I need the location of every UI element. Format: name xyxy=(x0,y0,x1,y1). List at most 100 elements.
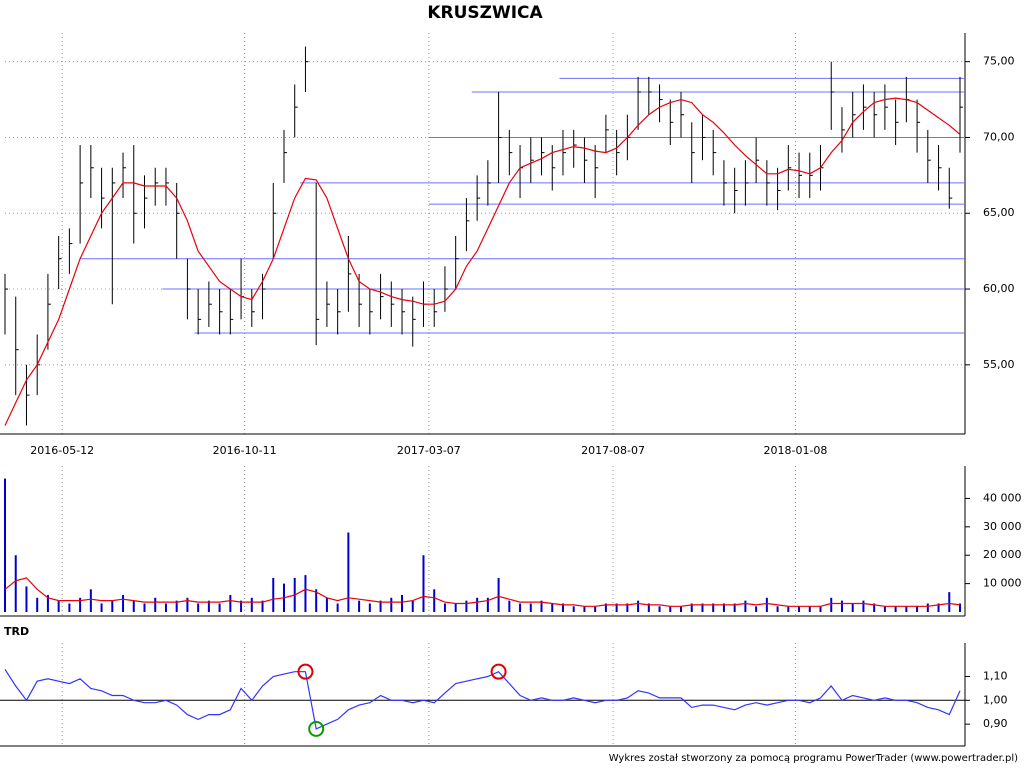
y-tick-label: 65,00 xyxy=(983,206,1015,219)
volume-bar xyxy=(36,597,39,612)
footer: Wykres został stworzony za pomocą progra… xyxy=(609,753,1018,764)
volume-bar xyxy=(787,606,790,612)
volume-bar xyxy=(873,603,876,612)
volume-bar xyxy=(744,600,747,612)
volume-bar xyxy=(122,594,125,612)
y-tick-label: 1,10 xyxy=(983,669,1008,682)
signal-marker xyxy=(308,720,325,737)
y-tick-label: 40 000 xyxy=(983,491,1022,504)
volume-bar xyxy=(261,600,264,612)
x-tick-label: 2016-05-12 xyxy=(30,444,94,457)
volume-bar xyxy=(433,589,436,612)
volume-bar xyxy=(89,589,92,612)
volume-bar xyxy=(272,577,275,612)
volume-bar xyxy=(25,586,28,612)
volume-bar xyxy=(883,606,886,612)
volume-bar xyxy=(658,606,661,612)
volume-bar xyxy=(637,600,640,612)
y-tick-label: 55,00 xyxy=(983,358,1015,371)
volume-bar xyxy=(572,606,575,612)
volume-bar xyxy=(819,606,822,612)
volume-bar xyxy=(840,600,843,612)
volume-bar xyxy=(132,600,135,612)
y-tick-label: 20 000 xyxy=(983,548,1022,561)
volume-bar xyxy=(948,592,951,612)
volume-bar xyxy=(422,555,425,612)
volume-bar xyxy=(411,600,414,612)
volume-bar xyxy=(604,603,607,612)
volume-bar xyxy=(519,603,522,612)
volume-bar xyxy=(154,597,157,612)
y-tick-label: 10 000 xyxy=(983,577,1022,590)
volume-bar xyxy=(561,603,564,612)
volume-bar xyxy=(100,603,103,612)
volume-bar xyxy=(4,478,6,612)
volume-bar xyxy=(240,600,243,612)
volume-bar xyxy=(250,597,253,612)
indicator-title: TRD xyxy=(4,625,29,638)
y-tick-label: 60,00 xyxy=(983,282,1015,295)
volume-bar xyxy=(712,603,715,612)
volume-bar xyxy=(583,606,586,612)
volume-bar xyxy=(937,603,940,612)
volume-bar xyxy=(79,597,82,612)
volume-bar xyxy=(207,600,210,612)
volume-bar xyxy=(443,603,446,612)
indicator-line xyxy=(4,668,961,730)
volume-bar xyxy=(851,603,854,612)
volume-bar xyxy=(315,589,318,612)
volume-bar xyxy=(680,606,683,612)
volume-bar xyxy=(368,603,371,612)
volume-bar xyxy=(615,603,618,612)
volume-bar xyxy=(379,600,382,612)
volume-bar xyxy=(776,606,779,612)
volume-bar xyxy=(594,606,597,612)
volume-bar xyxy=(798,606,801,612)
y-tick-label: 30 000 xyxy=(983,520,1022,533)
volume-bar xyxy=(465,600,468,612)
volume-bar xyxy=(57,600,60,612)
x-tick-label: 2017-03-07 xyxy=(397,444,461,457)
y-tick-label: 70,00 xyxy=(983,130,1015,143)
moving-average xyxy=(4,97,961,426)
volume-bar xyxy=(765,597,768,612)
volume-bar xyxy=(690,603,693,612)
volume-bar xyxy=(733,603,736,612)
y-tick-label: 1,00 xyxy=(983,693,1008,706)
volume-bar xyxy=(218,603,221,612)
volume-bar xyxy=(722,603,725,612)
volume-bar xyxy=(701,603,704,612)
y-tick-label: 75,00 xyxy=(983,55,1015,68)
volume-bar xyxy=(830,597,833,612)
signal-marker xyxy=(297,663,314,680)
volume-bar xyxy=(669,606,672,612)
volume-bar xyxy=(336,603,339,612)
volume-bar xyxy=(325,597,328,612)
volume-bar xyxy=(143,603,146,612)
volume-bar xyxy=(540,600,543,612)
volume-bar xyxy=(529,603,532,612)
volume-bar xyxy=(486,597,489,612)
volume-bar xyxy=(390,597,393,612)
volume-bar xyxy=(14,555,17,612)
volume-bar xyxy=(755,606,758,612)
volume-bar xyxy=(347,532,350,612)
volume-bar xyxy=(808,606,811,612)
volume-bar xyxy=(401,594,404,612)
volume-bar xyxy=(926,603,929,612)
volume-bar xyxy=(197,603,200,612)
volume-bar xyxy=(476,597,479,612)
x-tick-label: 2016-10-11 xyxy=(213,444,277,457)
y-tick-label: 0,90 xyxy=(983,717,1008,730)
volume-bar xyxy=(186,597,189,612)
volume-bar xyxy=(862,600,865,612)
volume-bar xyxy=(175,600,178,612)
volume-bar xyxy=(894,606,897,612)
volume-bar xyxy=(358,600,361,612)
signal-marker xyxy=(490,663,507,680)
volume-bar xyxy=(916,606,919,612)
volume-bar xyxy=(304,575,307,612)
chart-title: KRUSZWICA xyxy=(427,3,543,23)
